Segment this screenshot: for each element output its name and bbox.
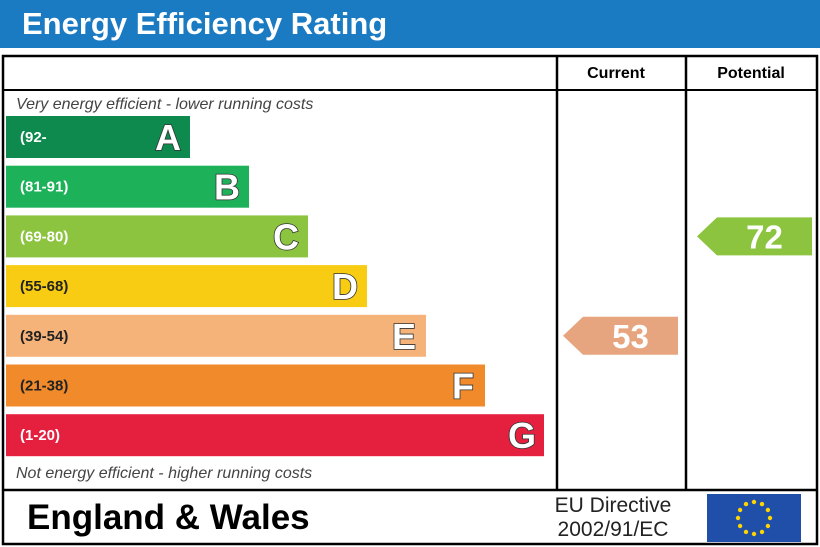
flag-star [759,529,765,535]
flag-star [737,523,743,529]
band-d-range: (55-68) [20,278,68,295]
band-b-bar [6,165,249,208]
band-d-bar [6,265,367,308]
flag-star [743,501,749,507]
rating-bands: (92- A (81-91) B (69-80) C (55-68) D (39-54) E (21… [6,116,544,457]
flag-star [751,531,757,537]
band-d-letter: D [332,266,358,307]
page-title: Energy Efficiency Rating [22,6,388,41]
band-e-letter: E [392,316,416,357]
directive-line-2: 2002/91/EC [558,518,669,541]
current-score-value: 53 [612,318,649,355]
flag-star [737,507,743,513]
band-b-letter: B [214,167,240,208]
band-f-range: (21-38) [20,378,68,395]
flag-star [759,501,765,507]
flag-star [765,523,771,529]
bottom-caption: Not energy efficient - higher running co… [16,465,312,482]
band-c-letter: C [273,216,299,257]
band-b-range: (81-91) [20,179,68,196]
title-banner: Energy Efficiency Rating [0,0,820,48]
band-g-range: (1-20) [20,427,60,444]
column-header-current: Current [587,65,645,82]
band-c-range: (69-80) [20,228,68,245]
directive-line-1: EU Directive [555,494,672,517]
band-e-bar [6,314,426,357]
band-a-letter: A [155,117,181,158]
current-score-arrow [563,316,678,355]
flag-star [751,499,757,505]
flag-star [767,515,773,521]
column-header-potential: Potential [717,65,785,82]
band-f-letter: F [452,366,474,407]
band-e-range: (39-54) [20,328,68,345]
score-arrows: 53 72 [563,217,812,355]
band-f-bar [6,364,485,407]
band-a-bar [6,116,190,158]
potential-score-value: 72 [746,218,783,255]
band-g-bar [6,414,544,457]
band-c-bar [6,215,308,258]
flag-star [765,507,771,513]
band-a-range: (92- [20,129,47,146]
flag-star [735,515,741,521]
region-label: England & Wales [27,498,310,537]
top-caption: Very energy efficient - lower running co… [16,96,313,113]
flag-star [743,529,749,535]
eu-flag-icon [707,494,801,542]
chart-frame [1,54,819,546]
band-g-letter: G [508,415,536,456]
potential-score-arrow [697,217,812,256]
